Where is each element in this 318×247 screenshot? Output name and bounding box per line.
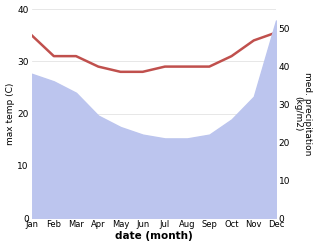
X-axis label: date (month): date (month): [115, 231, 193, 242]
Y-axis label: med. precipitation
(kg/m2): med. precipitation (kg/m2): [293, 72, 313, 155]
Y-axis label: max temp (C): max temp (C): [5, 82, 15, 145]
